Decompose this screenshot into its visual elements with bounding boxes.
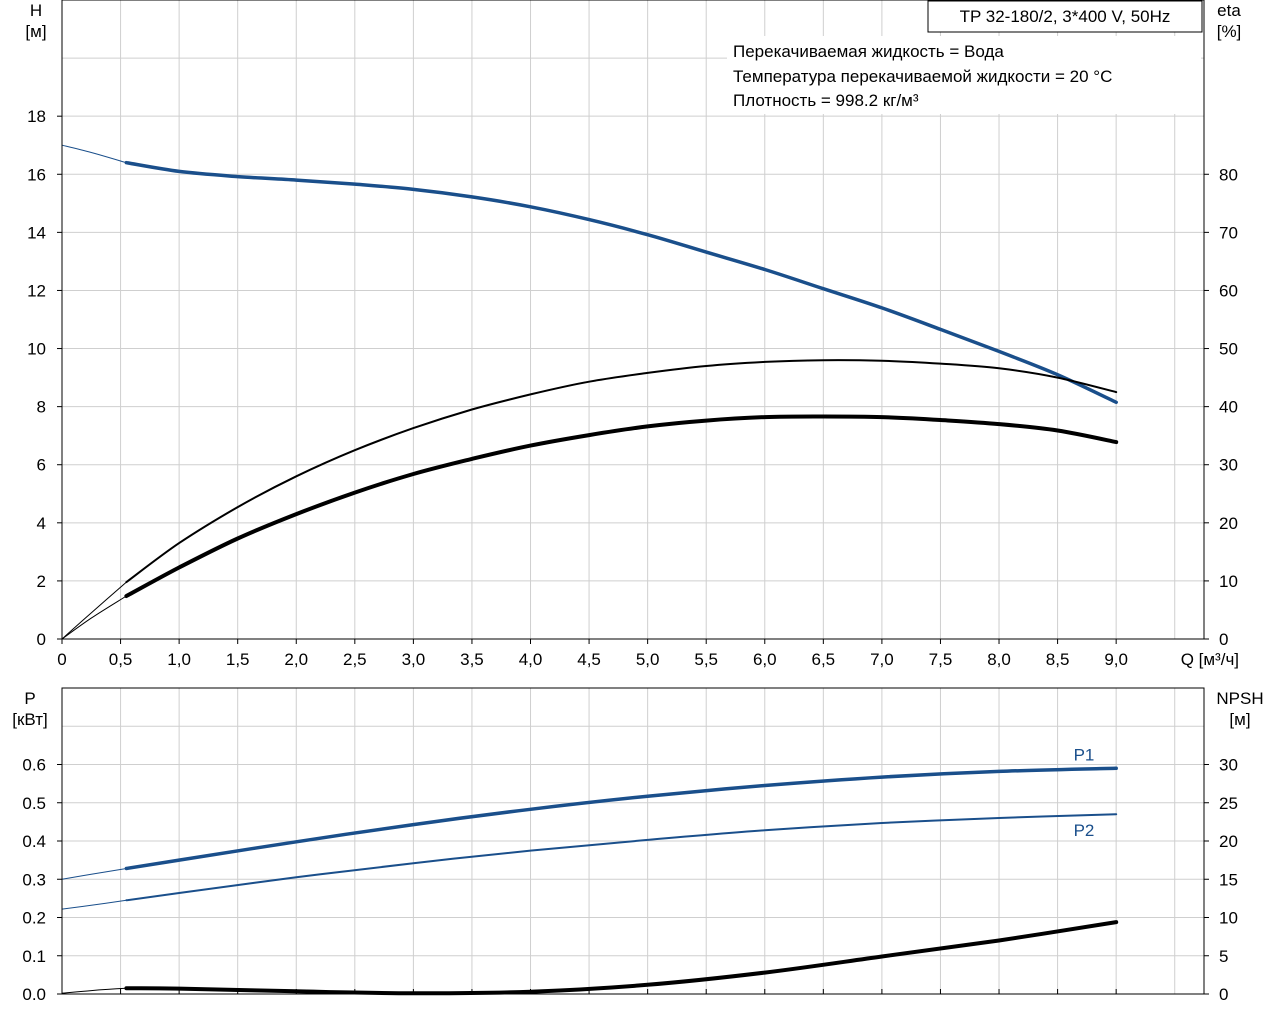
x-tick-label: 9,0	[1104, 650, 1128, 669]
x-tick-label: 6,5	[812, 650, 836, 669]
y2-tick-label: 60	[1219, 281, 1238, 300]
p1-power-curve-extension	[61, 868, 127, 880]
curves-layer: P1 P2	[61, 144, 1119, 996]
axis-labels-layer: 0 0,5 1,0 1,5 2,0 2,5 3,0 3,5 4,0 4,5 5,0 5,5 6,0 6,5…	[12, 1, 1263, 1004]
y2-tick-label: 30	[1219, 456, 1238, 475]
annotation-fluid: Перекачиваемая жидкость = Вода	[733, 42, 1004, 61]
y2-axis-label: NPSH [м]	[1216, 689, 1263, 729]
y2-tick-label: 80	[1219, 165, 1238, 184]
x-tick-label: 0,5	[109, 650, 133, 669]
lower-plot-grid	[62, 688, 1204, 994]
y-tick-label: 4	[37, 514, 46, 533]
y-axis-label: P [кВт]	[12, 689, 47, 729]
x-tick-label: 1,0	[167, 650, 191, 669]
y-tick-label: 0.5	[22, 794, 46, 813]
y-tick-label: 0.6	[22, 756, 46, 775]
head-curve-extension	[61, 144, 127, 164]
y-tick-label: 6	[37, 456, 46, 475]
annotation-temperature: Температура перекачиваемой жидкости = 20…	[733, 67, 1112, 86]
title-box	[927, 0, 1203, 33]
y2-tick-label: 40	[1219, 398, 1238, 417]
y2-tick-label: 10	[1219, 572, 1238, 591]
y2-tick-label: 20	[1219, 514, 1238, 533]
y-tick-label: 0.0	[22, 985, 46, 1004]
y-axis-label: H [м]	[25, 1, 46, 41]
y-tick-label: 0.4	[22, 832, 46, 851]
x-tick-label: 7,5	[929, 650, 953, 669]
y-tick-label: 0.2	[22, 909, 46, 928]
p2-power-curve	[125, 813, 1118, 902]
y2-tick-label: 70	[1219, 223, 1238, 242]
p1-power-curve	[124, 766, 1118, 871]
efficiency-curve-thin-extension	[61, 581, 127, 640]
series-label-p1: P1	[1074, 745, 1095, 764]
y-tick-label: 18	[27, 107, 46, 126]
efficiency-curve-thin	[125, 359, 1118, 584]
x-tick-label: 3,5	[460, 650, 484, 669]
y-tick-label: 10	[27, 340, 46, 359]
y2-tick-label: 25	[1219, 794, 1238, 813]
y-tick-label: 2	[37, 572, 46, 591]
p2-power-curve-extension	[61, 899, 127, 910]
x-tick-label: 8,5	[1046, 650, 1070, 669]
y-tick-label: 0.3	[22, 870, 46, 889]
annotation-background	[727, 36, 1201, 114]
y-tick-label: 0	[37, 630, 46, 649]
head-curve	[124, 160, 1118, 405]
x-tick-label: 8,0	[987, 650, 1011, 669]
y2-tick-label: 30	[1219, 756, 1238, 775]
y-tick-label: 8	[37, 398, 46, 417]
x-tick-label: 5,5	[694, 650, 718, 669]
x-tick-label: 6,0	[753, 650, 777, 669]
efficiency-curve-thick-extension	[61, 595, 127, 640]
x-tick-label: 0	[57, 650, 66, 669]
y2-tick-label: 0	[1219, 630, 1228, 649]
y-tick-label: 12	[27, 281, 46, 300]
x-tick-label: 5,0	[636, 650, 660, 669]
y2-axis-label: eta [%]	[1217, 1, 1242, 41]
x-tick-label: 3,0	[402, 650, 426, 669]
y2-tick-label: 50	[1219, 340, 1238, 359]
x-tick-label: 2,0	[284, 650, 308, 669]
x-tick-label: 1,5	[226, 650, 250, 669]
x-tick-label: 7,0	[870, 650, 894, 669]
y2-tick-label: 10	[1219, 909, 1238, 928]
x-axis-label: Q [м³/ч]	[1181, 650, 1239, 669]
x-tick-label: 2,5	[343, 650, 367, 669]
npsh-curve-extension	[61, 987, 127, 994]
y2-tick-label: 15	[1219, 870, 1238, 889]
x-tick-label: 4,0	[519, 650, 543, 669]
y2-tick-label: 0	[1219, 985, 1228, 1004]
annotation-density: Плотность = 998.2 кг/м³	[733, 91, 919, 110]
npsh-curve	[124, 920, 1119, 996]
upper-plot-frame	[61, 0, 1205, 640]
chart-title: TP 32-180/2, 3*400 V, 50Hz	[960, 7, 1171, 26]
y-tick-label: 16	[27, 165, 46, 184]
y-tick-label: 14	[27, 223, 46, 242]
y2-tick-label: 20	[1219, 832, 1238, 851]
y2-tick-label: 5	[1219, 947, 1228, 966]
efficiency-curve-thick	[124, 414, 1119, 598]
series-label-p2: P2	[1074, 821, 1095, 840]
x-tick-label: 4,5	[577, 650, 601, 669]
y-tick-label: 0.1	[22, 947, 46, 966]
